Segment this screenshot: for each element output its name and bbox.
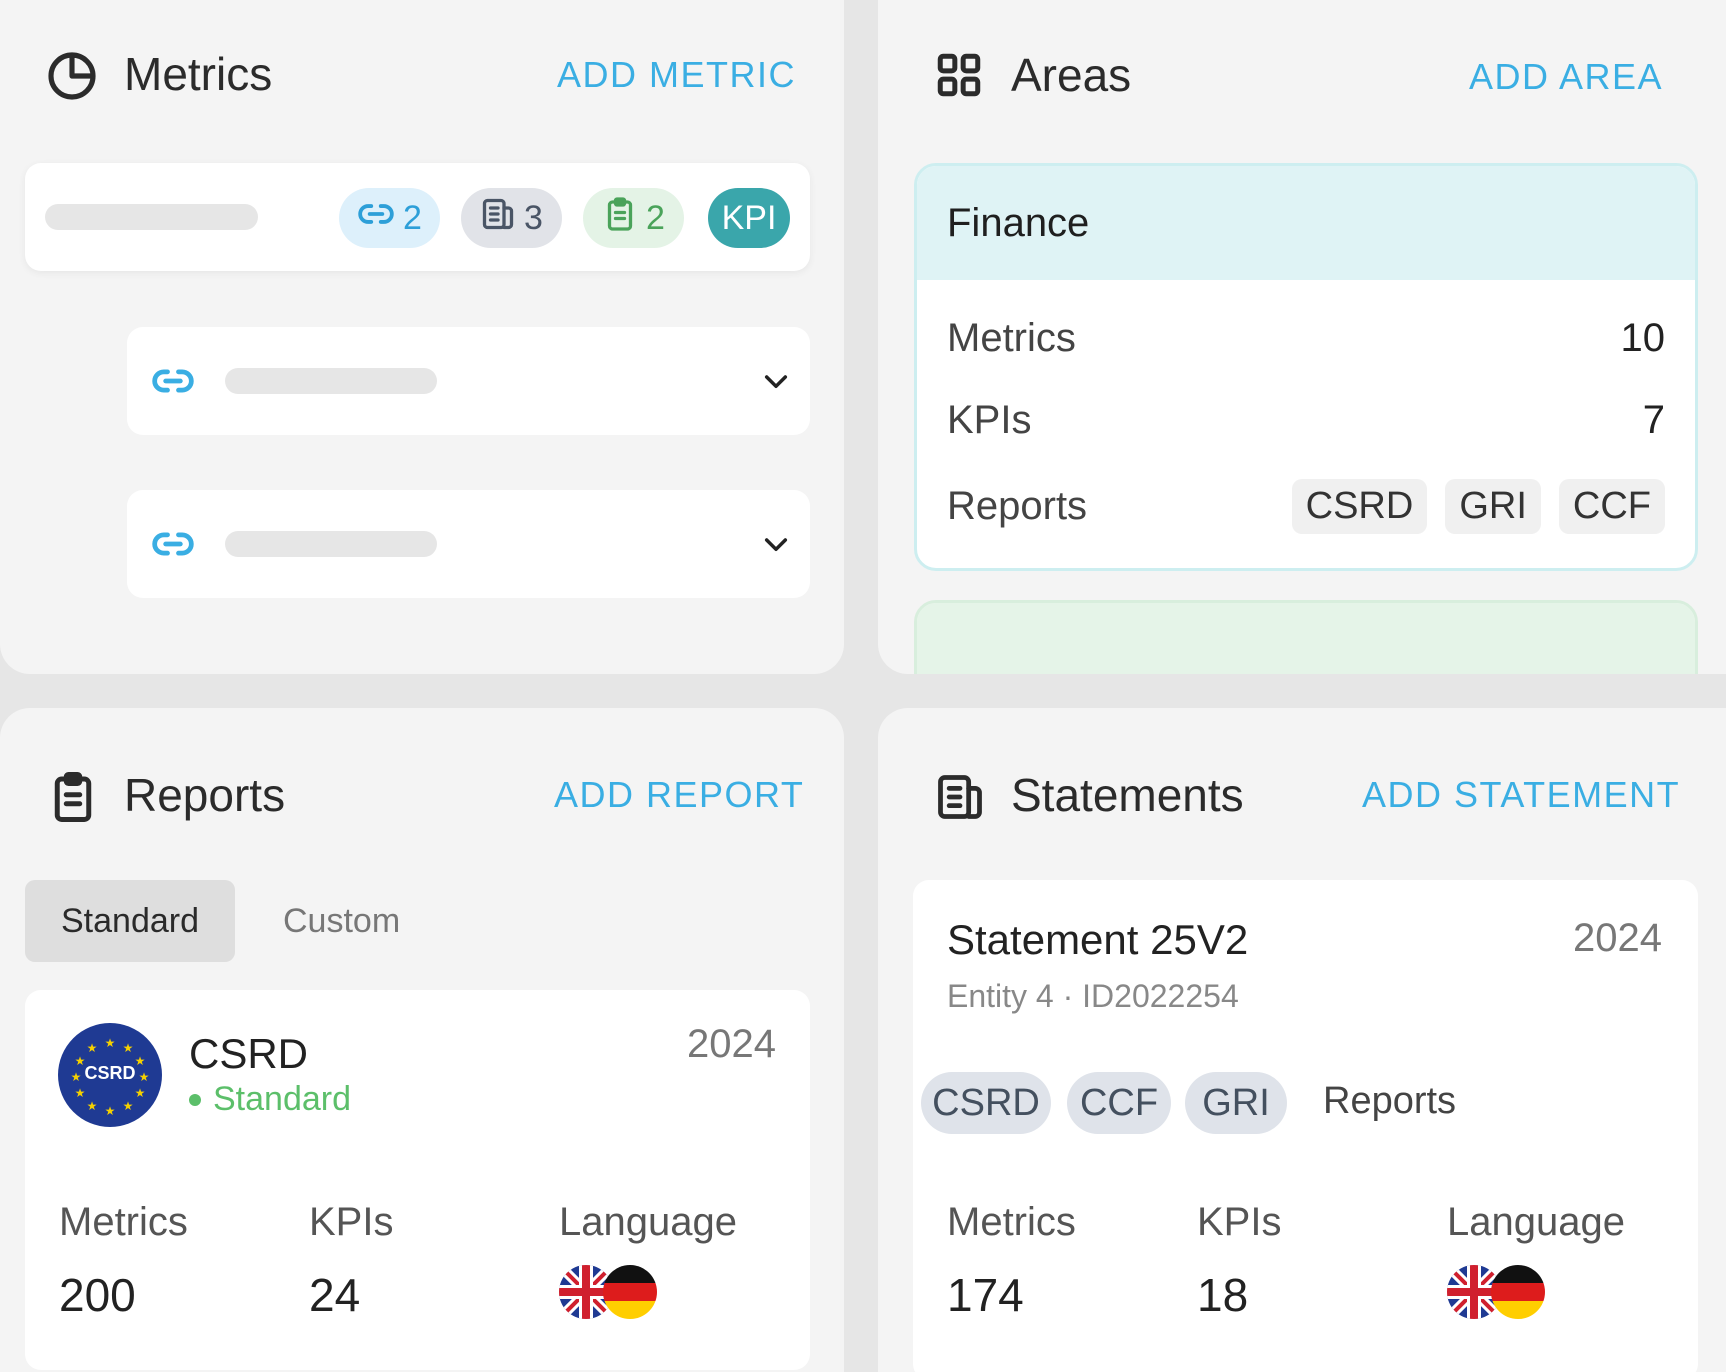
report-tag[interactable]: GRI	[1445, 479, 1541, 534]
language-flags	[559, 1265, 659, 1321]
metrics-title: Metrics	[124, 48, 273, 100]
linked-metric-placeholder	[225, 531, 437, 557]
area-kpis-row: KPIs 7	[947, 398, 1665, 443]
reports-count-badge[interactable]: 2	[583, 188, 684, 248]
svg-text:★: ★	[123, 1041, 134, 1055]
statement-name: Statement 25V2	[947, 916, 1249, 963]
statements-count-badge[interactable]: 3	[461, 188, 562, 248]
svg-text:★: ★	[123, 1099, 134, 1113]
report-year: 2024	[687, 1022, 776, 1066]
report-status: Standard	[189, 1080, 351, 1119]
report-tag[interactable]: CCF	[1558, 479, 1665, 534]
kpis-label: KPIs	[309, 1200, 394, 1244]
statement-icon	[934, 770, 986, 829]
reports-panel: Reports ADD REPORT Standard Custom ★ ★ ★ ★…	[0, 708, 844, 1372]
report-type-tabs: Standard Custom	[25, 880, 436, 962]
report-name: CSRD	[189, 1030, 309, 1077]
add-statement-button[interactable]: ADD STATEMENT	[1362, 774, 1681, 815]
report-tag[interactable]: CSRD	[1291, 479, 1428, 534]
kpis-value: 18	[1197, 1269, 1249, 1321]
clipboard-icon	[602, 196, 638, 241]
report-card-csrd[interactable]: ★ ★ ★ ★ ★ ★ ★ ★ ★ ★ ★ ★ CSRD CSRD Standard 2024 …	[25, 990, 810, 1370]
metric-summary-card[interactable]: 2 3 2 KPI	[25, 163, 810, 271]
svg-text:★: ★	[139, 1070, 150, 1084]
metric-name-placeholder	[45, 204, 258, 230]
area-metrics-label: Metrics	[947, 316, 1076, 360]
svg-text:★: ★	[71, 1070, 82, 1084]
linked-metric-row[interactable]	[127, 490, 810, 598]
area-kpis-value: 7	[1642, 398, 1665, 442]
tab-custom[interactable]: Custom	[283, 901, 401, 940]
area-kpis-label: KPIs	[947, 398, 1032, 442]
svg-text:★: ★	[87, 1099, 98, 1113]
statement-icon	[480, 196, 516, 241]
area-name: HR	[917, 603, 1695, 674]
add-area-button[interactable]: ADD AREA	[1469, 56, 1664, 97]
kpi-badge[interactable]: KPI	[708, 188, 790, 248]
pie-chart-icon	[44, 48, 100, 109]
reports-label: Reports	[1323, 1080, 1457, 1122]
statement-card[interactable]: Statement 25V2 Entity 4 · ID2022254 2024…	[913, 880, 1698, 1372]
area-metrics-value: 10	[1620, 316, 1666, 360]
csrd-logo: ★ ★ ★ ★ ★ ★ ★ ★ ★ ★ ★ ★ CSRD	[58, 1023, 162, 1127]
area-card-hr[interactable]: HR	[914, 600, 1698, 674]
germany-flag-icon	[1491, 1265, 1545, 1324]
link-icon	[149, 522, 197, 571]
report-chip[interactable]: GRI	[1185, 1072, 1287, 1134]
metrics-value: 200	[59, 1269, 136, 1321]
linked-metric-placeholder	[225, 368, 437, 394]
areas-panel: Areas ADD AREA Finance Metrics 10 KPIs 7…	[878, 0, 1726, 674]
statements-panel: Statements ADD STATEMENT Statement 25V2 …	[878, 708, 1726, 1372]
areas-title: Areas	[1011, 49, 1132, 101]
language-label: Language	[559, 1200, 737, 1244]
reports-title: Reports	[124, 769, 286, 821]
area-reports-label: Reports	[947, 484, 1088, 528]
add-metric-button[interactable]: ADD METRIC	[557, 54, 796, 95]
reports-count: 2	[646, 198, 665, 237]
svg-text:★: ★	[105, 1104, 116, 1118]
chevron-down-icon[interactable]	[760, 365, 792, 402]
kpis-value: 24	[309, 1269, 361, 1321]
csrd-logo-text: CSRD	[84, 1063, 136, 1083]
area-card-finance[interactable]: Finance Metrics 10 KPIs 7 Reports CSRD G…	[914, 163, 1698, 571]
report-chip[interactable]: CCF	[1067, 1072, 1171, 1134]
metrics-panel: Metrics ADD METRIC 2 3 2 KPI	[0, 0, 844, 674]
tab-standard[interactable]: Standard	[25, 880, 235, 962]
status-label: Standard	[213, 1080, 351, 1118]
metrics-label: Metrics	[59, 1200, 188, 1244]
area-name: Finance	[917, 166, 1695, 280]
statements-title: Statements	[1011, 769, 1244, 821]
statements-count: 3	[524, 198, 543, 237]
statement-year: 2024	[1573, 916, 1662, 960]
add-report-button[interactable]: ADD REPORT	[554, 774, 805, 815]
clipboard-icon	[46, 768, 100, 831]
svg-text:★: ★	[75, 1086, 86, 1100]
svg-text:★: ★	[135, 1086, 146, 1100]
svg-text:★: ★	[75, 1054, 86, 1068]
language-flags	[1447, 1265, 1547, 1321]
area-metrics-row: Metrics 10	[947, 316, 1665, 361]
links-count-badge[interactable]: 2	[339, 188, 440, 248]
chevron-down-icon[interactable]	[760, 528, 792, 565]
svg-text:★: ★	[105, 1036, 116, 1050]
uk-flag-icon	[1447, 1265, 1501, 1324]
metrics-value: 174	[947, 1269, 1024, 1321]
germany-flag-icon	[603, 1265, 657, 1324]
link-icon	[357, 195, 395, 242]
statement-subtitle: Entity 4 · ID2022254	[947, 978, 1239, 1014]
svg-text:★: ★	[135, 1054, 146, 1068]
linked-metric-row[interactable]	[127, 327, 810, 435]
report-chip[interactable]: CSRD	[921, 1072, 1051, 1134]
area-reports-row: Reports CSRD GRI CCF	[947, 479, 1665, 534]
links-count: 2	[403, 198, 422, 237]
svg-text:★: ★	[87, 1041, 98, 1055]
grid-icon	[934, 50, 984, 105]
status-dot	[189, 1093, 201, 1106]
language-label: Language	[1447, 1200, 1625, 1244]
kpis-label: KPIs	[1197, 1200, 1282, 1244]
link-icon	[149, 359, 197, 408]
metrics-label: Metrics	[947, 1200, 1076, 1244]
